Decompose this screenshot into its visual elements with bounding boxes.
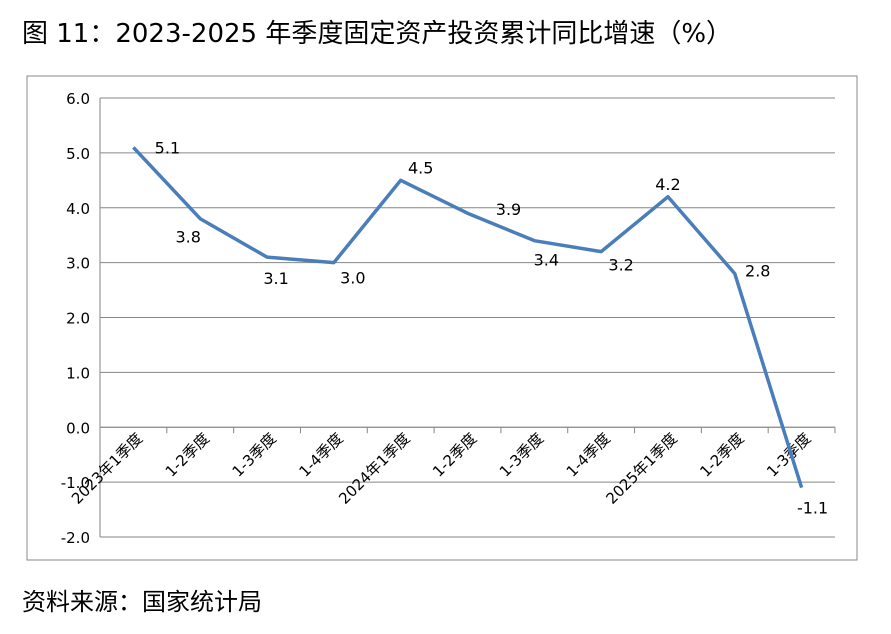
data-label: 5.1 xyxy=(155,138,180,157)
source: 资料来源：国家统计局 xyxy=(22,588,262,616)
x-tick-label: 1-2季度 xyxy=(429,429,480,480)
x-tick-label: 1-3季度 xyxy=(229,429,280,480)
data-label: 3.2 xyxy=(608,256,633,275)
x-tick-label: 2025年1季度 xyxy=(602,429,680,507)
y-tick-label: 5.0 xyxy=(66,145,90,163)
chart-title: 图 11：2023-2025 年季度固定资产投资累计同比增速（%） xyxy=(22,19,732,49)
x-tick-label: 1-4季度 xyxy=(295,429,346,480)
y-tick-label: -1.0 xyxy=(61,474,90,492)
data-label: 3.1 xyxy=(263,269,288,288)
data-label: 4.5 xyxy=(408,158,433,177)
data-label: -1.1 xyxy=(797,499,828,518)
x-tick-label: 1-2季度 xyxy=(696,429,747,480)
data-label: 3.9 xyxy=(496,200,521,219)
line xyxy=(132,146,804,489)
x-tick-label: 1-4季度 xyxy=(563,429,614,480)
data-label: 2.8 xyxy=(745,262,770,281)
y-tick-label: 0.0 xyxy=(66,419,90,437)
data-label: 3.0 xyxy=(340,269,365,288)
x-tick-label: 2024年1季度 xyxy=(335,429,413,507)
x-tick-label: 1-2季度 xyxy=(162,429,213,480)
y-tick-label: 6.0 xyxy=(66,90,90,108)
x-tick-label: 1-3季度 xyxy=(496,429,547,480)
x-tick-label: 2023年1季度 xyxy=(68,429,146,507)
y-tick-label: 2.0 xyxy=(66,310,90,328)
y-tick-label: -2.0 xyxy=(61,529,90,547)
x-tick-label: 1-3季度 xyxy=(763,429,814,480)
y-tick-label: 3.0 xyxy=(66,255,90,273)
chart-frame xyxy=(26,75,858,561)
data-label: 3.4 xyxy=(534,251,559,270)
data-label: 3.8 xyxy=(176,228,201,247)
data-label: 4.2 xyxy=(655,175,680,194)
y-tick-label: 1.0 xyxy=(66,364,90,382)
y-tick-label: 4.0 xyxy=(66,200,90,218)
